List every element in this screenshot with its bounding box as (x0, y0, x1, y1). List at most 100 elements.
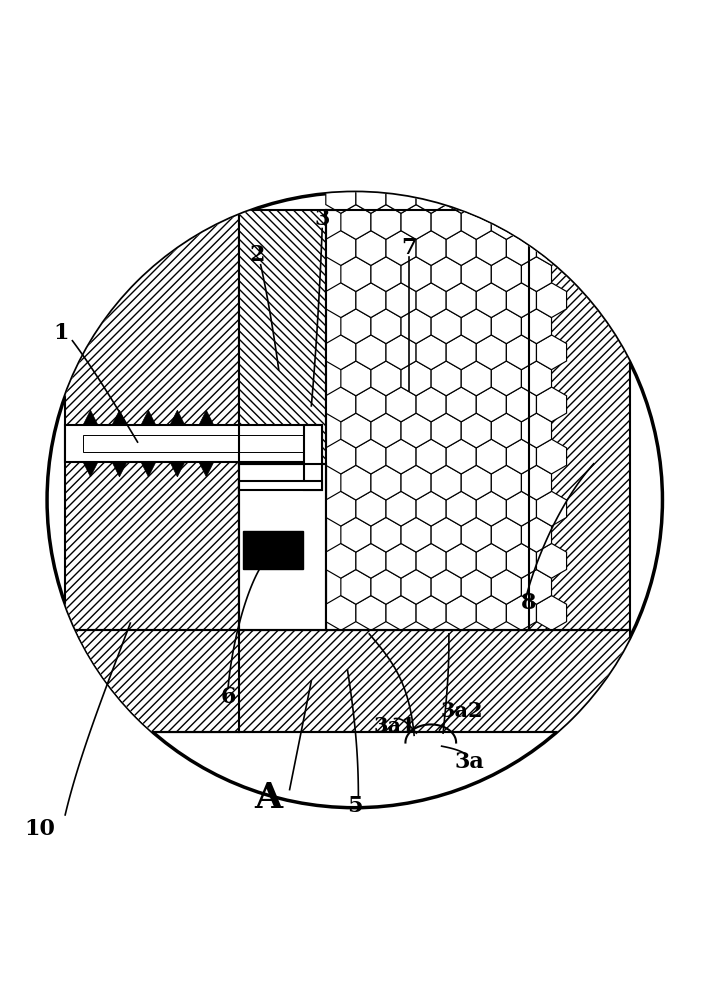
Polygon shape (401, 465, 431, 500)
Polygon shape (401, 205, 431, 239)
Text: 6: 6 (220, 686, 236, 708)
Polygon shape (446, 179, 476, 213)
Polygon shape (492, 517, 521, 552)
Polygon shape (461, 205, 492, 239)
Polygon shape (416, 491, 446, 526)
Polygon shape (356, 231, 386, 265)
Polygon shape (239, 464, 326, 630)
Polygon shape (461, 570, 492, 604)
Polygon shape (386, 543, 416, 578)
Polygon shape (326, 543, 356, 578)
Text: 3: 3 (314, 208, 330, 230)
Polygon shape (371, 570, 401, 604)
Bar (239, 481, 322, 490)
Polygon shape (341, 517, 371, 552)
Polygon shape (356, 335, 386, 370)
Polygon shape (386, 387, 416, 422)
Polygon shape (536, 387, 567, 422)
Polygon shape (536, 335, 567, 370)
Polygon shape (492, 570, 521, 604)
Polygon shape (326, 387, 356, 422)
Polygon shape (521, 361, 552, 396)
Polygon shape (401, 517, 431, 552)
Polygon shape (341, 361, 371, 396)
Polygon shape (521, 465, 552, 500)
Polygon shape (341, 570, 371, 604)
Polygon shape (386, 231, 416, 265)
Polygon shape (416, 439, 446, 474)
Polygon shape (341, 309, 371, 344)
Polygon shape (506, 179, 536, 213)
Polygon shape (536, 179, 567, 213)
Polygon shape (356, 543, 386, 578)
Polygon shape (341, 465, 371, 500)
Polygon shape (461, 413, 492, 448)
Bar (326, 210, 529, 630)
Polygon shape (326, 335, 356, 370)
Text: 3a1: 3a1 (374, 716, 416, 736)
Polygon shape (506, 439, 536, 474)
Polygon shape (431, 309, 461, 344)
Polygon shape (112, 410, 127, 425)
Polygon shape (170, 410, 185, 425)
Polygon shape (371, 517, 401, 552)
Polygon shape (386, 283, 416, 318)
Polygon shape (476, 179, 506, 213)
Polygon shape (476, 491, 506, 526)
Polygon shape (356, 179, 386, 213)
Polygon shape (416, 335, 446, 370)
Text: 2: 2 (249, 244, 265, 266)
Polygon shape (431, 205, 461, 239)
Polygon shape (521, 205, 552, 239)
Polygon shape (446, 596, 476, 630)
Polygon shape (326, 491, 356, 526)
Polygon shape (536, 283, 567, 318)
Polygon shape (476, 387, 506, 422)
Polygon shape (386, 491, 416, 526)
Polygon shape (326, 231, 356, 265)
Bar (65, 425, 322, 462)
Polygon shape (446, 283, 476, 318)
Polygon shape (431, 570, 461, 604)
Polygon shape (371, 257, 401, 291)
Polygon shape (356, 596, 386, 630)
Polygon shape (141, 462, 156, 477)
Polygon shape (506, 491, 536, 526)
Bar (304, 425, 322, 490)
Polygon shape (386, 179, 416, 213)
Polygon shape (446, 231, 476, 265)
Polygon shape (431, 465, 461, 500)
Polygon shape (416, 179, 446, 213)
Polygon shape (356, 439, 386, 474)
Polygon shape (492, 205, 521, 239)
Polygon shape (386, 596, 416, 630)
Polygon shape (461, 465, 492, 500)
Polygon shape (476, 596, 506, 630)
Polygon shape (386, 335, 416, 370)
Polygon shape (492, 309, 521, 344)
Polygon shape (521, 257, 552, 291)
Bar (243, 531, 303, 569)
Polygon shape (506, 231, 536, 265)
Polygon shape (65, 210, 239, 732)
Polygon shape (356, 387, 386, 422)
Polygon shape (476, 283, 506, 318)
Polygon shape (83, 462, 98, 477)
Polygon shape (492, 465, 521, 500)
Text: A: A (254, 781, 282, 815)
Polygon shape (371, 361, 401, 396)
Polygon shape (401, 361, 431, 396)
Polygon shape (416, 387, 446, 422)
Polygon shape (416, 596, 446, 630)
Polygon shape (356, 491, 386, 526)
Text: 7: 7 (401, 237, 417, 259)
Text: 5: 5 (347, 795, 363, 817)
Polygon shape (112, 462, 127, 477)
Polygon shape (536, 231, 567, 265)
Polygon shape (170, 462, 185, 477)
Polygon shape (506, 283, 536, 318)
Polygon shape (492, 257, 521, 291)
Polygon shape (521, 517, 552, 552)
Polygon shape (341, 413, 371, 448)
Polygon shape (536, 491, 567, 526)
